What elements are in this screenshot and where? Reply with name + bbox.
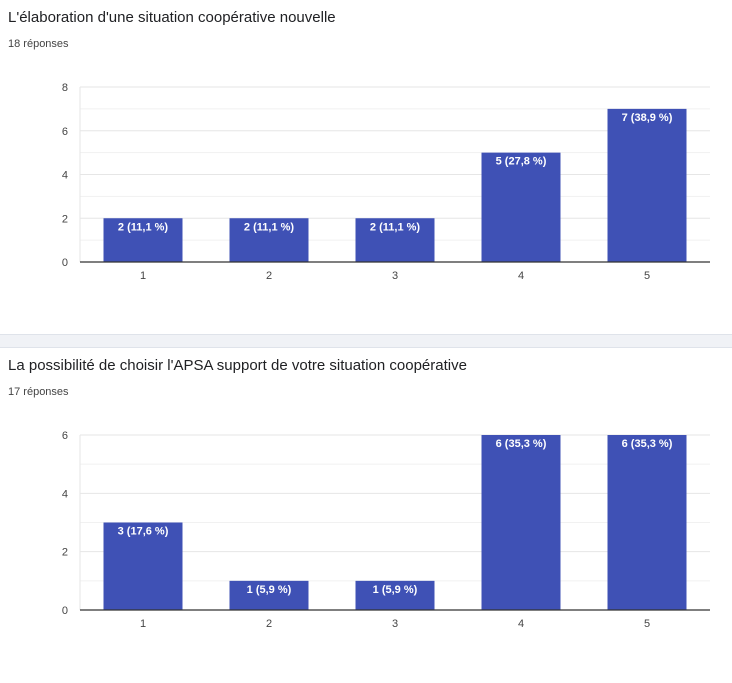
data-label: 3 (17,6 %) [118,526,169,538]
data-label: 2 (11,1 %) [118,221,168,233]
x-tick-label: 4 [518,270,524,282]
bar [481,152,561,262]
x-tick-label: 2 [266,618,272,630]
x-tick-label: 2 [266,270,272,282]
y-tick-label: 2 [62,547,68,559]
bar [481,435,561,610]
data-label: 6 (35,3 %) [622,438,673,450]
y-tick-label: 2 [62,213,68,225]
bar [229,218,309,262]
bar [355,218,435,262]
bar [229,580,309,610]
bar [607,108,687,262]
x-tick-label: 5 [644,618,650,630]
x-tick-label: 4 [518,618,524,630]
x-tick-label: 1 [140,270,146,282]
section-divider [0,334,732,348]
y-tick-label: 4 [62,170,68,182]
data-label: 2 (11,1 %) [370,221,420,233]
y-tick-label: 6 [62,430,68,442]
y-tick-label: 0 [62,257,68,269]
y-tick-label: 8 [62,82,68,94]
chart-card-1: L'élaboration d'une situation coopérativ… [0,0,732,334]
chart-title: L'élaboration d'une situation coopérativ… [8,9,336,26]
x-tick-label: 1 [140,618,146,630]
x-tick-label: 3 [392,270,398,282]
bar [355,580,435,610]
response-count: 17 réponses [8,386,69,398]
data-label: 2 (11,1 %) [244,221,294,233]
bar [103,218,183,262]
chart-card-2: La possibilité de choisir l'APSA support… [0,348,732,683]
y-tick-label: 0 [62,605,68,617]
data-label: 1 (5,9 %) [247,584,292,596]
data-label: 5 (27,8 %) [496,156,547,168]
x-tick-label: 3 [392,618,398,630]
data-label: 6 (35,3 %) [496,438,547,450]
y-tick-label: 4 [62,488,68,500]
bar [607,435,687,610]
bar [103,522,183,610]
bar-chart: 0 2 4 6 8 2 (11,1 %) 1 2 (11,1 %) 2 2 (11,1 %) 3 5 … [62,82,710,282]
data-label: 1 (5,9 %) [373,584,418,596]
bar-chart: 0 2 4 6 3 (17,6 %) 1 1 (5,9 %) 2 1 (5,9 %) 3 6 (35… [62,430,710,630]
chart-title: La possibilité de choisir l'APSA support… [8,357,467,374]
data-label: 7 (38,9 %) [622,112,673,124]
response-count: 18 réponses [8,38,69,50]
x-tick-label: 5 [644,270,650,282]
y-tick-label: 6 [62,126,68,138]
